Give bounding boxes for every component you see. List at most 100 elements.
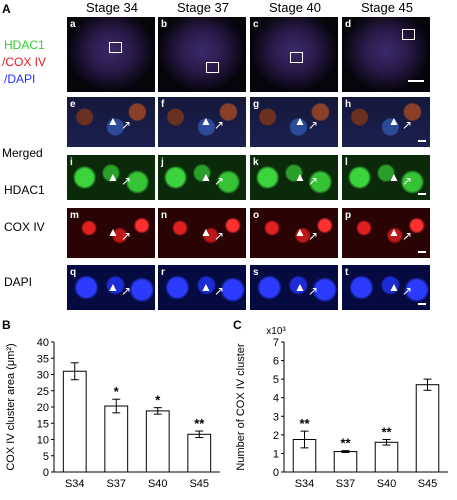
- bar: [415, 384, 440, 473]
- category-label: S40: [377, 478, 397, 490]
- arrowhead-marker-icon: ▲: [294, 169, 306, 184]
- bar: [187, 433, 212, 473]
- stage-label-45: Stage 45: [360, 0, 414, 15]
- y-tick-label: 3: [273, 411, 279, 423]
- inset-box: [109, 42, 122, 53]
- arrow-marker-icon: ↗: [402, 117, 413, 132]
- scale-bar: [408, 80, 424, 82]
- row-label-cox: COX IV: [4, 220, 45, 234]
- bar: [145, 410, 170, 473]
- micrograph-hdac1-1: i ▲ ↗: [67, 155, 155, 200]
- arrow-marker-icon: ↗: [402, 173, 413, 188]
- micrograph-dapi-1: q ▲ ↗: [67, 265, 155, 310]
- category-label: S45: [418, 478, 438, 490]
- micrograph-overview-3: c: [250, 17, 338, 92]
- panel-letter-tag: b: [161, 19, 168, 30]
- category-label: S45: [189, 478, 209, 490]
- y-tick-label: 5: [273, 374, 279, 386]
- cluster-area-bar-chart: 0 5 10 15 20 25 30 35 40 S34 * S37 * S40 ** S45 COX IV c…: [5, 337, 220, 490]
- panel-letter-tag: n: [161, 210, 168, 221]
- arrow-marker-icon: ↗: [121, 228, 132, 243]
- arrow-marker-icon: ↗: [121, 117, 132, 132]
- micrograph-hdac1-4: l ▲ ↗: [342, 155, 430, 200]
- category-label: S34: [295, 478, 315, 490]
- arrowhead-marker-icon: ▲: [200, 279, 212, 294]
- bar: [333, 451, 358, 473]
- y-tick-label: 2: [273, 430, 279, 442]
- arrowhead-marker-icon: ▲: [200, 169, 212, 184]
- legend-cox: /COX IV: [2, 55, 47, 69]
- arrow-marker-icon: ↗: [121, 173, 132, 188]
- panel-letter-tag: q: [70, 267, 77, 278]
- y-tick-label: 30: [37, 370, 49, 382]
- significance-label: **: [299, 416, 310, 431]
- arrow-marker-icon: ↗: [402, 228, 413, 243]
- arrowhead-marker-icon: ▲: [294, 279, 306, 294]
- scale-bar: [418, 251, 426, 253]
- panel-letter-tag: o: [253, 210, 260, 221]
- row-label-merged: Merged: [2, 146, 43, 160]
- scale-bar: [418, 303, 426, 305]
- y-tick-label: 0: [273, 467, 279, 479]
- arrowhead-marker-icon: ▲: [388, 113, 400, 128]
- panel-c-letter: C: [233, 318, 242, 332]
- cluster-count-bar-chart: 0 1 2 3 4 5 6 7 ** S34 ** S37 ** S40 S45 Number of COX …: [235, 326, 448, 490]
- arrow-marker-icon: ↗: [214, 228, 225, 243]
- arrowhead-marker-icon: ▲: [200, 113, 212, 128]
- panel-letter-tag: k: [253, 157, 259, 168]
- panel-letter-tag: h: [345, 99, 352, 110]
- y-tick-label: 6: [273, 356, 279, 368]
- category-label: S37: [106, 478, 126, 490]
- y-axis-multiplier: x10³: [266, 326, 286, 337]
- scale-bar: [418, 193, 426, 195]
- y-tick-label: 5: [43, 451, 49, 463]
- micrograph-cox-1: m ▲ ↗: [67, 208, 155, 258]
- arrowhead-marker-icon: ▲: [388, 169, 400, 184]
- inset-box: [290, 52, 303, 63]
- arrowhead-marker-icon: ▲: [388, 224, 400, 239]
- arrowhead-marker-icon: ▲: [107, 279, 119, 294]
- arrowhead-marker-icon: ▲: [294, 224, 306, 239]
- y-tick-label: 0: [43, 467, 49, 479]
- stage-label-37: Stage 37: [176, 0, 230, 15]
- panel-letter-tag: m: [70, 210, 79, 221]
- micrograph-hdac1-2: j ▲ ↗: [158, 155, 246, 200]
- panel-letter-tag: t: [345, 267, 349, 278]
- arrow-marker-icon: ↗: [402, 283, 413, 298]
- micrograph-overview-2: b: [158, 17, 246, 92]
- significance-label: **: [381, 425, 392, 440]
- category-label: S40: [148, 478, 168, 490]
- micrograph-dapi-3: s ▲ ↗: [250, 265, 338, 310]
- scale-bar: [418, 140, 426, 142]
- panel-letter-tag: s: [253, 267, 259, 278]
- stage-label-34: Stage 34: [85, 0, 139, 15]
- bar: [104, 405, 129, 473]
- panel-letter-tag: e: [70, 99, 76, 110]
- arrowhead-marker-icon: ▲: [388, 279, 400, 294]
- arrowhead-marker-icon: ▲: [107, 113, 119, 128]
- arrow-marker-icon: ↗: [308, 283, 319, 298]
- legend-hdac1: HDAC1: [4, 38, 45, 52]
- stage-label-40: Stage 40: [268, 0, 322, 15]
- panel-letter-tag: l: [345, 157, 348, 168]
- arrow-marker-icon: ↗: [214, 283, 225, 298]
- micrograph-merged-2: f ▲ ↗: [158, 97, 246, 147]
- y-tick-label: 40: [37, 337, 49, 349]
- y-tick-label: 20: [37, 402, 49, 414]
- micrograph-dapi-4: t ▲ ↗: [342, 265, 430, 310]
- panel-letter-tag: c: [253, 19, 259, 30]
- micrograph-merged-4: h ▲ ↗: [342, 97, 430, 147]
- arrowhead-marker-icon: ▲: [107, 169, 119, 184]
- category-label: S34: [65, 478, 85, 490]
- y-tick-label: 35: [37, 353, 49, 365]
- arrow-marker-icon: ↗: [214, 173, 225, 188]
- arrowhead-marker-icon: ▲: [107, 224, 119, 239]
- y-tick-label: 1: [273, 448, 279, 460]
- category-label: S37: [336, 478, 356, 490]
- row-label-dapi: DAPI: [4, 275, 33, 289]
- panel-letter-tag: j: [161, 157, 164, 168]
- panel-letter-tag: d: [345, 19, 352, 30]
- inset-box: [402, 29, 415, 40]
- micrograph-cox-2: n ▲ ↗: [158, 208, 246, 258]
- micrograph-overview-1: a: [67, 17, 155, 92]
